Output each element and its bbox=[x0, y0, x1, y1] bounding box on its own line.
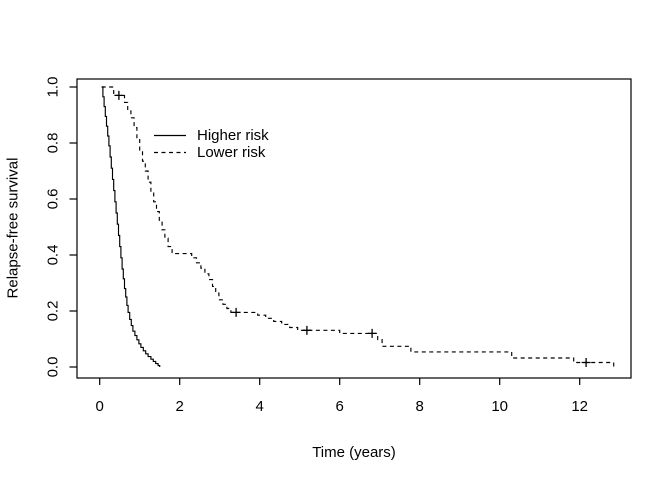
x-tick-label: 6 bbox=[336, 398, 344, 415]
y-tick-label: 0.4 bbox=[45, 245, 62, 266]
x-tick-label: 2 bbox=[176, 398, 184, 415]
legend-label-higher-risk: Higher risk bbox=[197, 127, 269, 144]
x-tick-label: 12 bbox=[571, 398, 588, 415]
censor-mark bbox=[114, 90, 124, 100]
x-tick-label: 0 bbox=[96, 398, 104, 415]
censor-mark bbox=[231, 307, 241, 317]
y-tick-label: 0.6 bbox=[45, 189, 62, 210]
x-tick-label: 10 bbox=[491, 398, 508, 415]
y-tick-label: 1.0 bbox=[45, 77, 62, 98]
y-tick-label: 0.0 bbox=[45, 357, 62, 378]
plot-border bbox=[76, 78, 632, 379]
y-tick-label: 0.8 bbox=[45, 133, 62, 154]
y-axis-title: Relapse-free survival bbox=[4, 157, 22, 299]
x-tick-label: 8 bbox=[416, 398, 424, 415]
survival-curve-lower-risk bbox=[101, 86, 615, 367]
survival-curve-higher-risk bbox=[101, 86, 161, 367]
legend-label-lower-risk: Lower risk bbox=[197, 144, 266, 161]
x-tick-label: 4 bbox=[256, 398, 264, 415]
x-axis-title: Time (years) bbox=[312, 444, 396, 461]
censor-mark bbox=[302, 325, 312, 335]
censor-mark bbox=[367, 328, 377, 338]
censor-mark bbox=[581, 358, 591, 368]
y-tick-label: 0.2 bbox=[45, 301, 62, 322]
